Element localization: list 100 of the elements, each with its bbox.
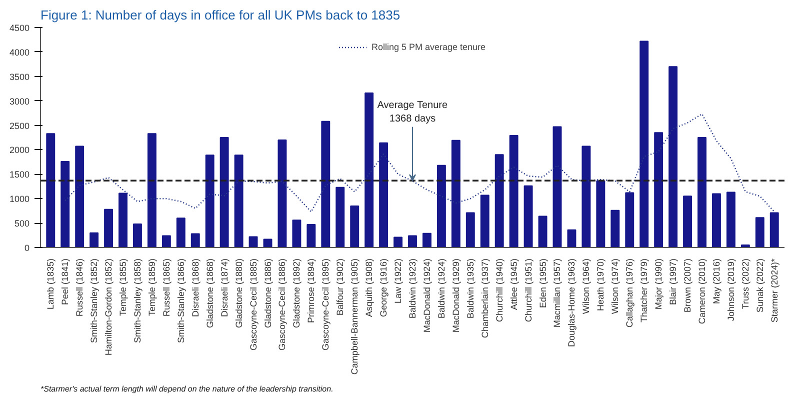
x-tick-label: Disraeli (1874) xyxy=(219,258,230,318)
bar xyxy=(451,140,460,248)
bar xyxy=(726,192,736,248)
x-tick-label: Gascoyne-Cecil (1886) xyxy=(277,258,288,351)
x-tick-label: Blair (1997) xyxy=(668,258,678,306)
bar xyxy=(698,137,706,248)
bar xyxy=(46,133,56,248)
x-tick-label: Johnson (2019) xyxy=(726,258,736,322)
bar xyxy=(770,212,779,248)
x-tick-label: Smith-Stanley (1852) xyxy=(89,258,100,344)
y-tick-label: 500 xyxy=(14,218,30,229)
x-tick-label: Brown (2007) xyxy=(682,258,693,313)
bar xyxy=(263,238,272,248)
x-tick-label: Gladstone (1892) xyxy=(292,258,302,328)
bar xyxy=(494,154,504,248)
annotation: Average Tenure 1368 days xyxy=(377,100,448,124)
x-tick-label: Attlee (1945) xyxy=(508,258,519,310)
text: *Starmer's actual term length will depend on the nature of the leadership transition. xyxy=(40,384,334,394)
bar xyxy=(118,192,128,248)
bar xyxy=(683,196,692,248)
bar xyxy=(712,193,721,248)
bar xyxy=(292,220,302,248)
x-tick-label: Disraeli (1868) xyxy=(190,258,200,318)
bar xyxy=(248,236,258,248)
bar xyxy=(394,236,403,248)
bar xyxy=(205,154,214,248)
x-tick-label: Lamb (1835) xyxy=(46,258,56,310)
x-tick-label: Law (1922) xyxy=(393,258,404,304)
bar xyxy=(75,146,84,248)
x-tick-label: Eden (1955) xyxy=(538,258,548,308)
x-tick-label: Gladstone (1868) xyxy=(204,258,215,328)
x-tick-label: Gascoyne-Cecil (1885) xyxy=(248,258,258,351)
bar xyxy=(350,205,360,248)
bar xyxy=(364,92,374,248)
bar xyxy=(234,154,244,248)
bar xyxy=(480,194,490,248)
line-series xyxy=(64,113,776,212)
x-tick-label: Gladstone (1880) xyxy=(234,258,244,328)
bar xyxy=(567,229,576,248)
x-tick-label: Primrose (1894) xyxy=(306,258,316,324)
bar xyxy=(133,224,142,248)
bar xyxy=(379,142,388,248)
x-tick-label: MacDonald (1929) xyxy=(450,258,461,333)
x-tick-label: Chamberlain (1937) xyxy=(480,258,490,338)
x-tick-label: Douglas-Home (1963) xyxy=(566,258,577,348)
x-tick-label: Russell (1846) xyxy=(74,258,85,317)
y-tick-label: 3000 xyxy=(9,96,30,106)
bar xyxy=(668,66,678,248)
bar xyxy=(582,146,591,248)
y-tick-label: 0 xyxy=(24,243,30,253)
bar xyxy=(509,135,518,248)
x-tick-label: Sunak (2022) xyxy=(754,258,765,313)
y-tick-label: 3500 xyxy=(9,72,30,82)
bar xyxy=(176,218,186,248)
bar xyxy=(596,180,606,248)
x-tick-label: Smith-Stanley (1858) xyxy=(132,258,142,344)
bar xyxy=(90,232,99,248)
x-tick-label: Gascoyne-Cecil (1895) xyxy=(320,258,331,351)
bar xyxy=(466,212,475,248)
bar xyxy=(538,216,548,248)
bar xyxy=(278,139,287,248)
x-tick-label: Thatcher (1979) xyxy=(639,258,650,323)
y-tick-label: 2500 xyxy=(9,120,30,131)
x-tick-label: Asquith (1908) xyxy=(364,258,374,318)
x-tick-label: Baldwin (1924) xyxy=(436,258,446,319)
x-tick-label: Truss (2022) xyxy=(740,258,750,310)
bar xyxy=(654,132,664,248)
bar xyxy=(104,208,114,248)
x-tick-label: Wilson (1964) xyxy=(581,258,592,314)
x-tick-label: Churchill (1940) xyxy=(494,258,504,322)
x-tick-label: MacDonald (1924) xyxy=(422,258,432,333)
legend-label: Rolling 5 PM average tenure xyxy=(371,42,486,52)
y-tick-label: 4500 xyxy=(9,23,30,33)
x-tick-label: Hamilton-Gordon (1852) xyxy=(104,258,114,356)
bar xyxy=(190,233,200,248)
bar xyxy=(321,120,330,248)
bar xyxy=(220,137,229,248)
bar xyxy=(422,232,432,248)
x-tick-label: Campbell-Bannerman (1905) xyxy=(350,258,360,375)
x-tick-label: George (1916) xyxy=(378,258,389,318)
bar xyxy=(336,186,345,248)
x-tick-label: Smith-Stanley (1866) xyxy=(176,258,186,344)
x-tick-label: Temple (1859) xyxy=(146,258,157,316)
bar xyxy=(436,164,446,248)
x-tick-label: Major (1990) xyxy=(654,258,664,310)
x-tick-label: Cameron (2010) xyxy=(696,258,707,324)
bar xyxy=(306,224,316,248)
x-tick-label: Churchill (1951) xyxy=(523,258,534,322)
y-tick-label: 1500 xyxy=(9,170,30,180)
chart-title: Figure 1: Number of days in office for all UK PMs back to 1835 xyxy=(40,8,400,22)
x-tick-label: Baldwin (1923) xyxy=(408,258,418,319)
bar xyxy=(162,235,171,248)
x-tick-label: Callaghan (1976) xyxy=(624,258,635,328)
x-tick-label: Heath (1970) xyxy=(596,258,606,312)
bar xyxy=(552,126,562,248)
y-tick-label: 4000 xyxy=(9,47,30,58)
x-tick-label: Wilson (1974) xyxy=(610,258,620,314)
x-tick-label: Gladstone (1886) xyxy=(262,258,273,328)
x-tick-label: Balfour (1902) xyxy=(335,258,346,316)
x-tick-label: Russell (1865) xyxy=(161,258,172,317)
